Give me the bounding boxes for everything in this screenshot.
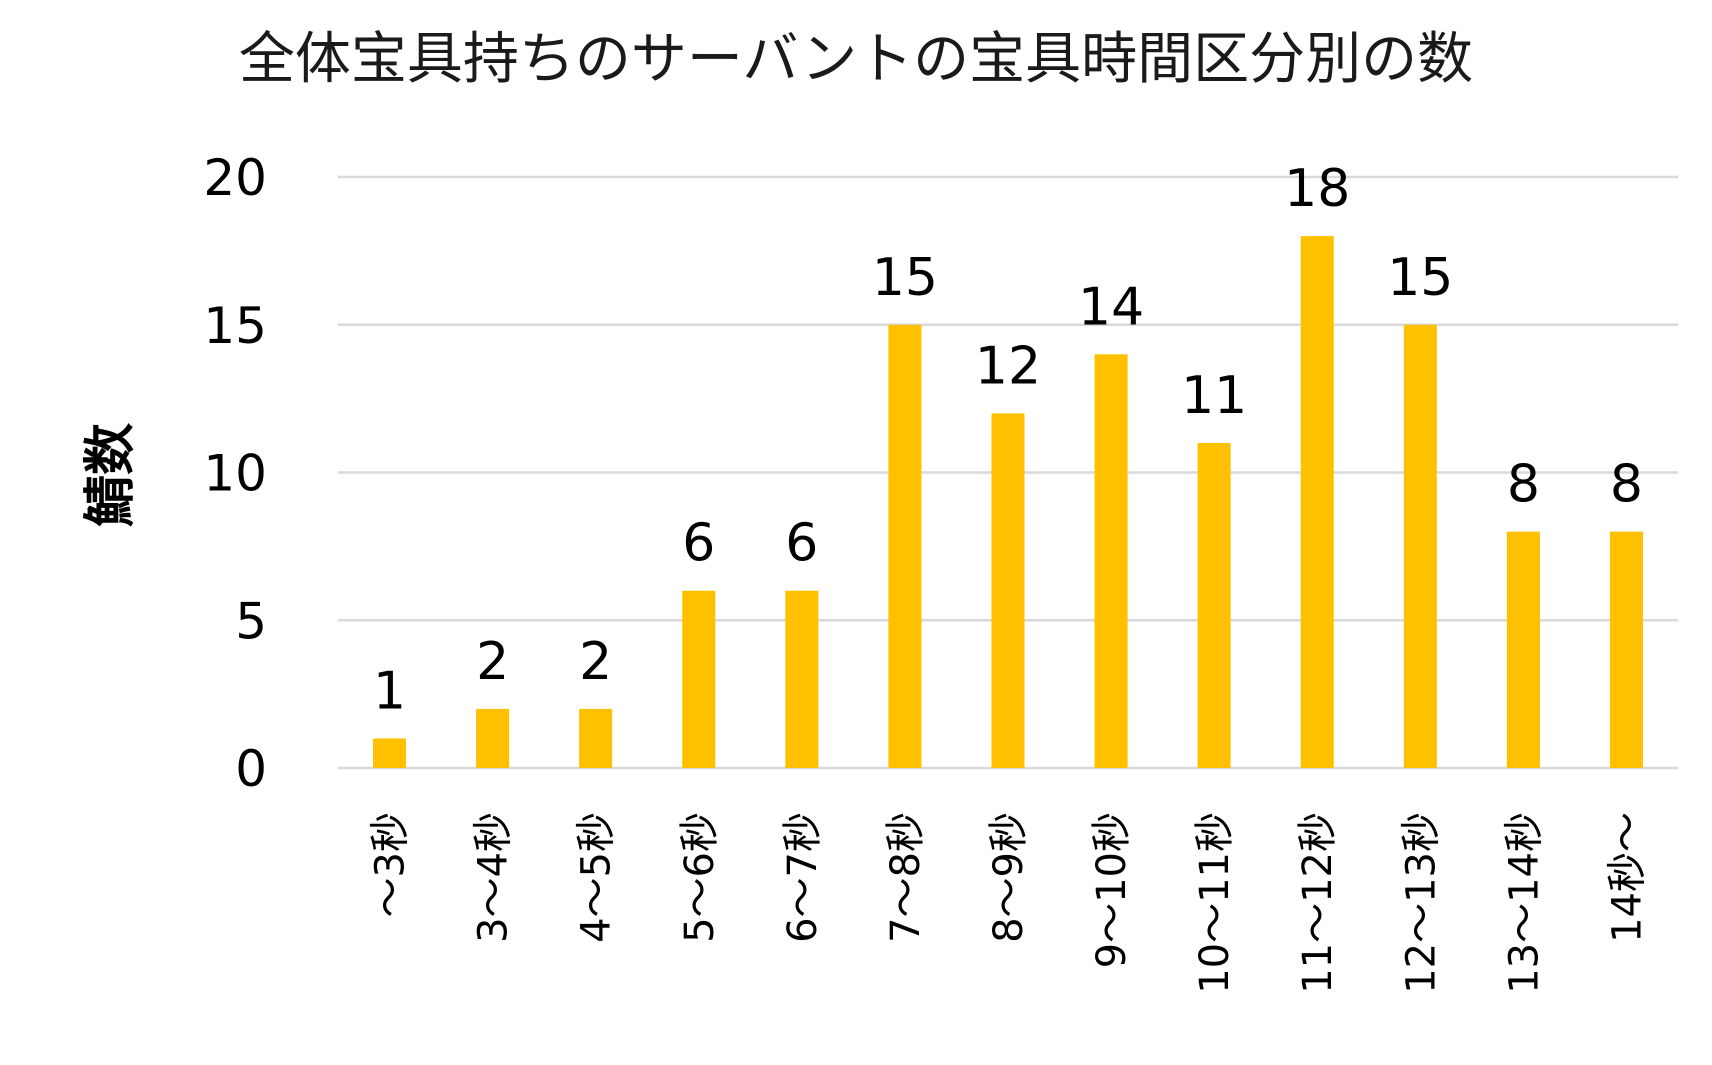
category-label: 6～7秒: [780, 812, 826, 943]
data-label: 2: [579, 632, 612, 692]
category-label: ～3秒: [368, 812, 414, 917]
data-label: 6: [682, 514, 715, 574]
data-label: 11: [1181, 366, 1247, 426]
bar: [476, 708, 510, 768]
data-label: 2: [476, 632, 509, 692]
y-tick-label: 10: [203, 445, 267, 503]
data-label: 8: [1610, 455, 1643, 515]
bar: [1197, 442, 1231, 768]
y-tick-label: 5: [235, 592, 267, 650]
category-label: 14秒～: [1604, 812, 1650, 943]
bar: [1094, 354, 1128, 768]
category-label: 12～13秒: [1398, 812, 1444, 994]
chart-title: 全体宝具持ちのサーバントの宝具時間区分別の数: [239, 27, 1473, 92]
y-tick-label: 15: [203, 297, 267, 355]
category-label: 8～9秒: [986, 812, 1032, 943]
bar: [579, 708, 613, 768]
data-label: 14: [1078, 277, 1144, 337]
category-label: 3～4秒: [471, 812, 517, 943]
y-axis-label: 鯖数: [81, 423, 141, 527]
category-label: 13～14秒: [1501, 812, 1547, 994]
category-label: 11～12秒: [1295, 812, 1341, 994]
category-label: 10～11秒: [1192, 812, 1238, 994]
data-label: 15: [872, 248, 938, 308]
bars: [373, 236, 1643, 769]
category-labels: ～3秒 3～4秒 4～5秒 5～6秒 6～7秒 7～8秒 8～9秒 9～10秒 10～11秒 11…: [368, 812, 1651, 994]
data-label: 6: [785, 514, 818, 574]
bar: [682, 590, 716, 768]
bar: [1506, 531, 1540, 768]
data-label: 15: [1387, 248, 1453, 308]
bar: [785, 590, 819, 768]
bar: [1300, 236, 1334, 769]
bar: [991, 413, 1025, 768]
data-label: 12: [975, 336, 1041, 396]
y-tick-label: 0: [235, 740, 267, 798]
category-label: 7～8秒: [883, 812, 929, 943]
bar: [1609, 531, 1643, 768]
y-tick-label: 20: [203, 149, 267, 207]
data-label: 1: [373, 661, 406, 721]
category-label: 5～6秒: [677, 812, 723, 943]
y-axis-ticks: 0 5 10 15 20: [203, 149, 267, 798]
bar: [888, 324, 922, 768]
category-label: 4～5秒: [574, 812, 620, 943]
bar: [373, 738, 407, 768]
category-label: 9～10秒: [1089, 812, 1135, 968]
bar: [1403, 324, 1437, 768]
data-label: 18: [1284, 159, 1350, 219]
data-label: 8: [1507, 455, 1540, 515]
